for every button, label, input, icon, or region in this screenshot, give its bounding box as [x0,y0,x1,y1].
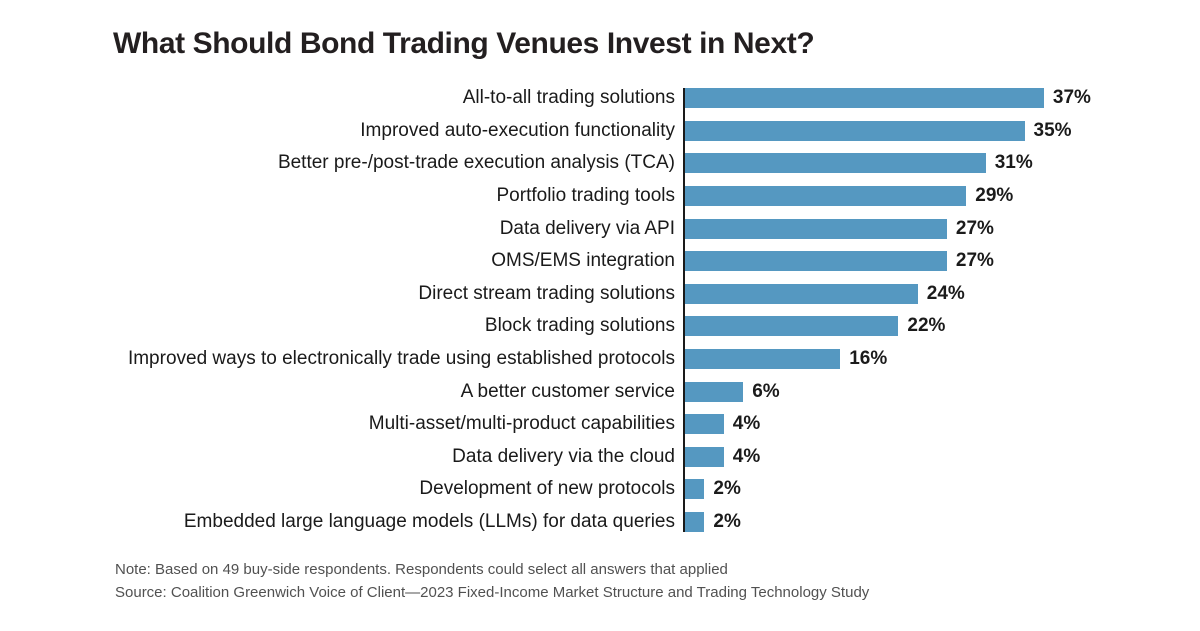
bar [685,218,947,239]
value-label: 2% [713,478,741,500]
category-label: Embedded large language models (LLMs) fo… [183,511,675,533]
value-label: 6% [752,380,780,402]
bar [685,283,918,304]
bar-plot-area: 16% [685,348,887,370]
category-label: Data delivery via the cloud [452,445,675,467]
value-label: 4% [732,413,761,435]
bar [685,251,947,272]
bar-chart: All-to-all trading solutions 37% Improved … [0,82,1200,538]
bar-plot-area: 37% [685,87,1091,109]
category-label: Direct stream trading solutions [418,282,675,304]
bar-rows: All-to-all trading solutions 37% Improved … [0,82,1200,538]
value-label: 22% [907,315,946,337]
chart-row: Multi-asset/multi-product capabilities 4% [0,408,1200,441]
chart-row: A better customer service 6% [0,375,1200,408]
bar-plot-area: 2% [685,478,741,500]
category-label: A better customer service [460,380,675,402]
bar [685,120,1025,141]
bar [685,88,1044,109]
bar-plot-area: 27% [685,250,994,272]
value-label: 37% [1052,87,1091,109]
source-text: Source: Coalition Greenwich Voice of Cli… [115,584,870,601]
bar [685,153,986,174]
category-label: All-to-all trading solutions [462,87,675,109]
category-label: OMS/EMS integration [491,250,675,272]
bar-plot-area: 2% [685,511,741,533]
footnote: Note: Based on 49 buy-side respondents. … [115,558,869,604]
value-label: 2% [713,511,741,533]
bar [685,186,967,207]
bar-plot-area: 35% [685,120,1072,142]
value-label: 29% [975,185,1014,207]
chart-row: Development of new protocols 2% [0,473,1200,506]
category-label: Better pre-/post-trade execution analysi… [277,152,675,174]
bar-plot-area: 24% [685,283,965,305]
chart-title: What Should Bond Trading Venues Invest i… [113,27,815,60]
bar [685,446,724,467]
chart-row: Data delivery via the cloud 4% [0,441,1200,474]
category-label: Improved ways to electronically trade us… [127,348,675,370]
value-label: 31% [994,152,1033,174]
bar [685,512,705,533]
bar-plot-area: 27% [685,218,994,240]
bar [685,349,841,370]
chart-row: All-to-all trading solutions 37% [0,82,1200,115]
chart-row: Block trading solutions 22% [0,310,1200,343]
category-label: Block trading solutions [484,315,675,337]
value-label: 27% [955,250,994,272]
bar-plot-area: 31% [685,152,1033,174]
bar-plot-area: 6% [685,381,780,403]
y-axis-line [683,88,685,532]
category-label: Improved auto-execution functionality [360,119,675,141]
chart-row: Embedded large language models (LLMs) fo… [0,506,1200,539]
chart-row: Better pre-/post-trade execution analysi… [0,147,1200,180]
chart-row: Portfolio trading tools 29% [0,180,1200,213]
value-label: 27% [955,217,994,239]
category-label: Portfolio trading tools [496,185,676,207]
category-label: Multi-asset/multi-product capabilities [368,413,675,435]
note-text: Note: Based on 49 buy-side respondents. … [115,561,728,578]
chart-row: OMS/EMS integration 27% [0,245,1200,278]
value-label: 16% [849,348,888,370]
bar [685,381,744,402]
chart-row: Data delivery via API 27% [0,212,1200,245]
bar-plot-area: 29% [685,185,1013,207]
bar-plot-area: 22% [685,315,945,337]
category-label: Development of new protocols [419,478,675,500]
value-label: 35% [1033,119,1072,141]
bar [685,316,899,337]
bar-plot-area: 4% [685,446,760,468]
value-label: 24% [926,282,965,304]
bar-plot-area: 4% [685,413,760,435]
chart-row: Improved auto-execution functionality 35% [0,115,1200,148]
value-label: 4% [732,445,761,467]
category-label: Data delivery via API [499,217,675,239]
bar [685,414,724,435]
bar [685,479,705,500]
chart-row: Direct stream trading solutions 24% [0,278,1200,311]
chart-row: Improved ways to electronically trade us… [0,343,1200,376]
